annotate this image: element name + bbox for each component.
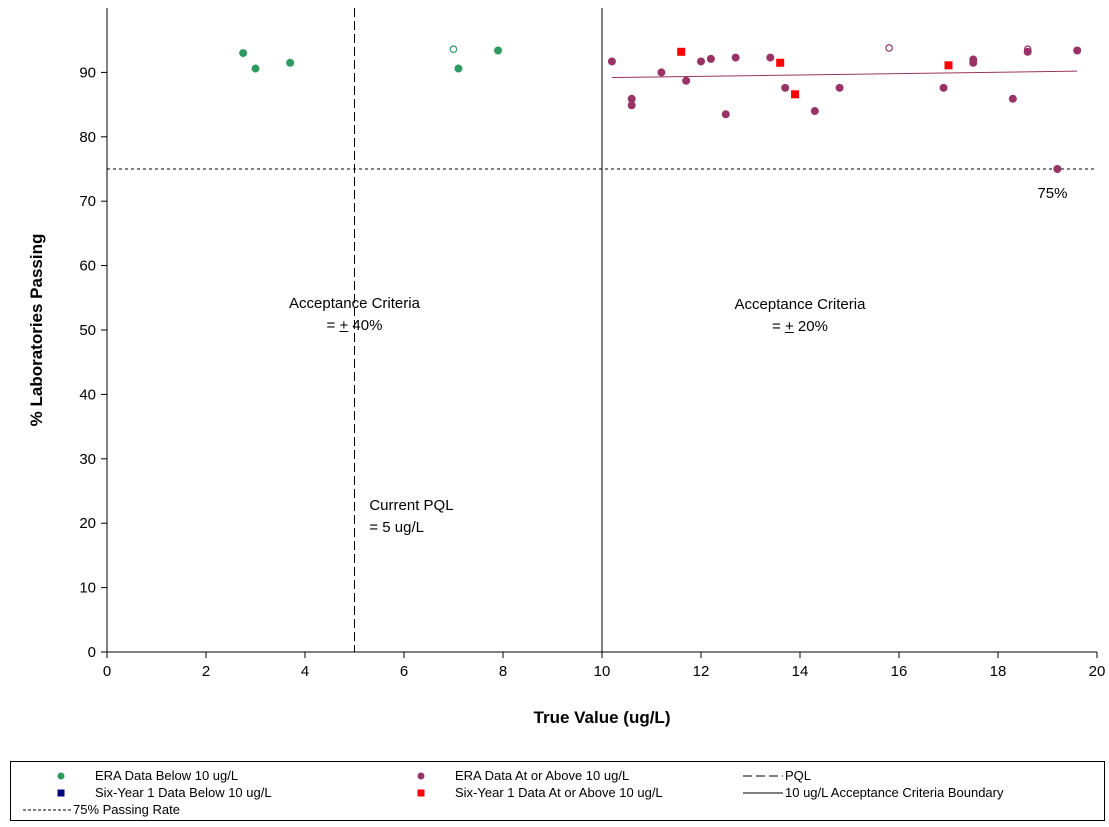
passing-rate-label: 75%	[1037, 185, 1068, 203]
data-point	[1053, 165, 1062, 173]
plus-minus-sign: +	[339, 316, 349, 334]
legend-item-pql: PQL	[741, 767, 811, 783]
x-tick-label: 14	[792, 663, 809, 680]
acceptance-criteria-20-annotation: Acceptance Criteria = + 20%	[735, 294, 866, 338]
x-tick-label: 20	[1089, 663, 1106, 680]
data-point	[731, 53, 740, 62]
data-point	[706, 54, 715, 63]
plus-minus-sign: +	[784, 317, 794, 335]
data-point	[721, 110, 730, 119]
legend-label: ERA Data Below 10 ug/L	[95, 767, 239, 783]
red-square-icon	[411, 785, 455, 801]
legend-item-boundary: 10 ug/L Acceptance Criteria Boundary	[741, 784, 1004, 800]
data-point	[1023, 47, 1032, 56]
solid-line-icon	[741, 785, 785, 801]
annotation-line: Current PQL	[369, 496, 454, 514]
legend-item-era-above: ERA Data At or Above 10 ug/L	[411, 767, 629, 783]
legend-label: ERA Data At or Above 10 ug/L	[455, 767, 630, 783]
purple-circle-icon	[411, 768, 455, 784]
data-point	[494, 46, 503, 55]
chart: 0 2 4 6 8 10 12 14 16 18 20 0 10 20 30 40 50 60 70 80 90 Tru…	[27, 8, 1105, 727]
annotation-line: = + 20%	[735, 316, 866, 338]
data-points	[239, 44, 1082, 173]
legend-item-passing-rate: 75% Passing Rate	[23, 801, 180, 817]
y-tick-label: 70	[79, 193, 96, 210]
x-tick-label: 18	[990, 663, 1007, 680]
legend-item-six-year-above: Six-Year 1 Data At or Above 10 ug/L	[411, 784, 663, 800]
data-point	[239, 49, 248, 58]
x-axis-title: True Value (ug/L)	[534, 708, 671, 727]
annotation-line: = + 40%	[289, 315, 420, 337]
y-tick-label: 0	[88, 644, 96, 661]
y-tick-label: 30	[79, 451, 96, 468]
data-point	[607, 57, 616, 66]
x-tick-label: 16	[891, 663, 908, 680]
y-tick-label: 10	[79, 580, 96, 597]
scatter-plot: 0 2 4 6 8 10 12 14 16 18 20 0 10 20 30 40 50 60 70 80 90 Tru…	[27, 8, 1105, 727]
data-point	[251, 64, 260, 73]
legend: ERA Data Below 10 ug/L ERA Data At or Ab…	[10, 761, 1105, 821]
y-tick-label: 20	[79, 515, 96, 532]
data-point	[627, 94, 636, 103]
x-tick-label: 6	[400, 663, 408, 680]
dashed-line-icon	[741, 768, 785, 784]
annotation-prefix: =	[326, 316, 340, 334]
data-point-square	[776, 58, 785, 67]
data-point	[939, 83, 948, 92]
data-point-square	[944, 61, 953, 70]
data-point	[766, 53, 775, 62]
x-tick-label: 8	[499, 663, 507, 680]
data-point-square	[677, 47, 686, 56]
data-point	[657, 68, 666, 77]
legend-label: Six-Year 1 Data Below 10 ug/L	[95, 784, 272, 800]
legend-label: PQL	[785, 767, 812, 783]
dotted-line-icon	[23, 802, 73, 818]
legend-label: Six-Year 1 Data At or Above 10 ug/L	[455, 784, 663, 800]
legend-label: 10 ug/L Acceptance Criteria Boundary	[785, 784, 1004, 800]
data-point-hollow	[449, 45, 458, 54]
acceptance-criteria-40-annotation: Acceptance Criteria = + 40%	[289, 293, 420, 337]
axes: 0 2 4 6 8 10 12 14 16 18 20 0 10 20 30 40 50 60 70 80 90	[79, 8, 1105, 680]
green-circle-icon	[51, 768, 95, 784]
navy-square-icon	[51, 785, 95, 801]
annotation-value: 40%	[348, 316, 383, 334]
data-point	[697, 57, 705, 66]
x-tick-label: 0	[103, 663, 111, 680]
data-point-hollow	[885, 44, 893, 52]
y-tick-label: 50	[79, 322, 96, 339]
data-point	[1073, 46, 1082, 55]
data-point-square	[791, 90, 800, 99]
legend-item-era-below: ERA Data Below 10 ug/L	[51, 767, 238, 783]
reference-lines	[107, 8, 1097, 652]
x-tick-label: 4	[301, 663, 309, 680]
legend-item-six-year-below: Six-Year 1 Data Below 10 ug/L	[51, 784, 272, 800]
annotation-value: 20%	[793, 317, 828, 335]
data-point	[810, 107, 819, 116]
trendline	[611, 70, 1078, 79]
data-point	[286, 58, 295, 67]
y-tick-label: 90	[79, 64, 96, 81]
y-tick-label: 40	[79, 386, 96, 403]
current-pql-annotation: Current PQL = 5 ug/L	[369, 495, 453, 539]
y-tick-label: 80	[79, 129, 96, 146]
annotation-line: Acceptance Criteria	[289, 294, 420, 312]
y-axis-title: % Laboratories Passing	[27, 234, 46, 427]
annotation-prefix: =	[772, 317, 785, 335]
data-point	[835, 83, 844, 92]
x-tick-label: 2	[202, 663, 210, 680]
data-point	[627, 101, 636, 110]
data-point	[969, 58, 978, 67]
x-tick-label: 12	[693, 663, 710, 680]
x-tick-label: 10	[594, 663, 611, 680]
annotation-line: = 5 ug/L	[369, 518, 424, 536]
legend-label: 75% Passing Rate	[73, 801, 180, 817]
annotation-line: Acceptance Criteria	[734, 295, 866, 313]
data-point	[781, 83, 790, 92]
data-point	[682, 76, 691, 85]
y-tick-label: 60	[79, 258, 96, 275]
data-point	[454, 64, 463, 73]
data-point	[1008, 94, 1017, 103]
